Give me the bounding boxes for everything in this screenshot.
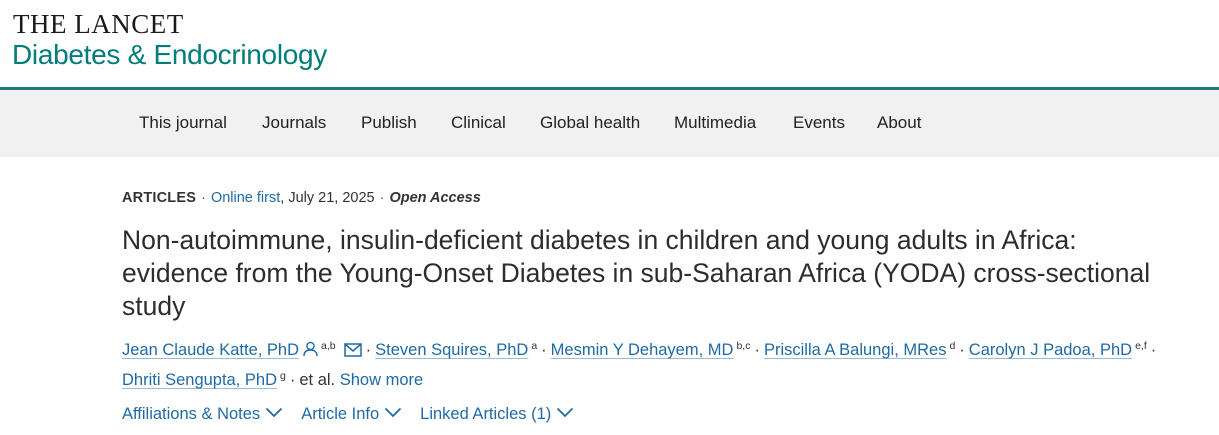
et-al-text: et al. bbox=[299, 371, 336, 389]
linked-articles-label: Linked Articles (1) bbox=[420, 405, 552, 423]
nav-item-global-health[interactable]: Global health bbox=[540, 113, 641, 132]
affiliation-marker: d bbox=[949, 339, 956, 352]
affiliation-marker: g bbox=[280, 369, 286, 382]
affiliations-notes-toggle[interactable]: Affiliations & Notes bbox=[122, 402, 283, 425]
publication-date: , July 21, 2025 bbox=[280, 190, 375, 206]
linked-articles-toggle[interactable]: Linked Articles (1) bbox=[420, 402, 574, 425]
lancet-logo-text[interactable]: THE LANCET bbox=[13, 9, 184, 39]
affiliation-marker: b,c bbox=[736, 339, 751, 352]
affiliation-marker: a bbox=[531, 339, 538, 352]
article-accordions: Affiliations & Notes Article Info Linked A… bbox=[122, 402, 592, 425]
date-value: July 21, 2025 bbox=[288, 190, 375, 206]
author-list: Jean Claude Katte, PhD a,b · Steven Squires… bbox=[122, 336, 1202, 394]
author-link[interactable]: Carolyn J Padoa, PhD bbox=[968, 341, 1133, 359]
author-link[interactable]: Priscilla A Balungi, MRes bbox=[763, 341, 947, 359]
envelope-icon[interactable] bbox=[343, 338, 362, 366]
nav-item-this-journal[interactable]: This journal bbox=[139, 113, 227, 132]
author-separator: · bbox=[541, 341, 547, 359]
chevron-down-icon bbox=[384, 402, 402, 424]
affiliation-marker: a,b bbox=[321, 339, 336, 352]
author-link[interactable]: Jean Claude Katte, PhD bbox=[122, 341, 300, 359]
online-first-link[interactable]: Online first bbox=[210, 190, 281, 206]
affiliations-notes-label: Affiliations & Notes bbox=[122, 405, 261, 423]
chevron-down-icon bbox=[265, 402, 283, 424]
author-separator: · bbox=[959, 341, 965, 359]
main-nav: This journal Journals Publish Clinical G… bbox=[0, 90, 1219, 157]
article-title: Non-autoimmune, insulin-deficient diabet… bbox=[122, 225, 1151, 321]
person-icon[interactable] bbox=[303, 338, 318, 366]
open-access-badge: Open Access bbox=[389, 190, 481, 206]
nav-item-multimedia[interactable]: Multimedia bbox=[674, 113, 757, 132]
article-info-toggle[interactable]: Article Info bbox=[301, 402, 402, 425]
nav-item-clinical[interactable]: Clinical bbox=[451, 113, 506, 132]
author-separator: · bbox=[365, 341, 372, 359]
journal-name[interactable]: Diabetes & Endocrinology bbox=[12, 39, 327, 70]
meta-separator: · bbox=[201, 190, 206, 206]
nav-item-about[interactable]: About bbox=[877, 113, 922, 132]
nav-item-events[interactable]: Events bbox=[793, 113, 845, 132]
article-type: ARTICLES bbox=[122, 190, 197, 206]
article-meta: ARTICLES · Online first, July 21, 2025 · Ope… bbox=[122, 188, 481, 208]
header-divider bbox=[0, 87, 1219, 90]
site-header: THE LANCET Diabetes & Endocrinology bbox=[0, 0, 1219, 88]
article-info-label: Article Info bbox=[301, 405, 380, 423]
meta-separator: · bbox=[379, 190, 385, 206]
chevron-down-icon bbox=[556, 402, 574, 424]
author-separator: · bbox=[1150, 341, 1157, 359]
author-separator: · bbox=[754, 341, 760, 359]
show-more-authors-link[interactable]: Show more bbox=[339, 371, 424, 389]
nav-item-publish[interactable]: Publish bbox=[361, 113, 417, 132]
affiliation-marker: e,f bbox=[1135, 339, 1147, 352]
author-link[interactable]: Mesmin Y Dehayem, MD bbox=[550, 341, 734, 359]
author-link[interactable]: Steven Squires, PhD bbox=[375, 341, 529, 359]
author-separator: · bbox=[289, 371, 296, 389]
author-link[interactable]: Dhriti Sengupta, PhD bbox=[122, 371, 278, 389]
nav-item-journals[interactable]: Journals bbox=[262, 113, 327, 132]
